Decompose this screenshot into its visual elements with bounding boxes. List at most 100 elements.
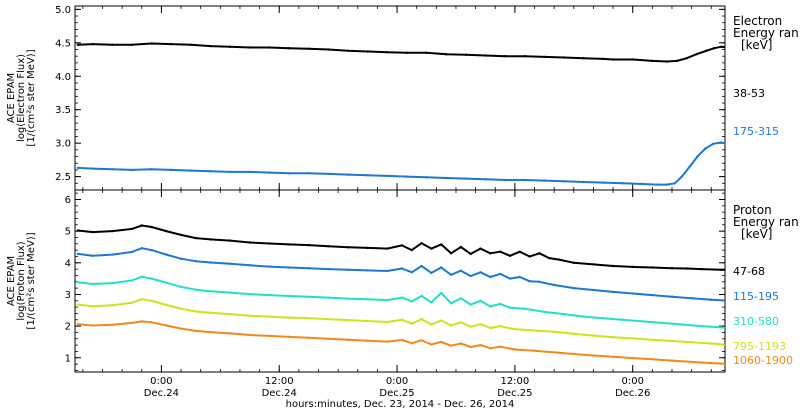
data-point bbox=[710, 342, 713, 345]
data-point bbox=[228, 45, 232, 48]
data-point bbox=[400, 318, 404, 321]
data-point bbox=[784, 51, 786, 53]
data-point bbox=[685, 57, 688, 60]
data-point bbox=[346, 49, 350, 52]
data-point bbox=[513, 328, 517, 331]
x-tick-label-date: Dec.24 bbox=[262, 388, 297, 399]
data-point bbox=[712, 142, 715, 145]
y-tick-label: 4 bbox=[65, 258, 71, 269]
data-point bbox=[789, 153, 791, 155]
data-point bbox=[704, 147, 707, 150]
data-point bbox=[366, 298, 369, 301]
series-line-38-53 bbox=[77, 42, 725, 63]
data-point bbox=[695, 53, 698, 56]
data-point bbox=[685, 267, 688, 270]
data-point bbox=[459, 245, 463, 249]
data-point bbox=[420, 294, 423, 298]
data-point bbox=[420, 317, 423, 321]
data-point bbox=[209, 44, 212, 48]
data-point bbox=[386, 298, 389, 302]
data-point bbox=[469, 345, 472, 349]
data-point bbox=[287, 243, 291, 246]
data-point bbox=[346, 338, 350, 341]
data-point bbox=[366, 339, 369, 342]
data-point bbox=[631, 356, 634, 360]
data-point bbox=[400, 296, 404, 299]
y-axis-title-line: ACE EPAM bbox=[6, 256, 17, 306]
data-point bbox=[592, 263, 595, 266]
data-point bbox=[680, 175, 683, 178]
data-point bbox=[327, 296, 330, 299]
data-point bbox=[386, 320, 389, 324]
proton-panel: 1234560:00Dec.2412:00Dec.240:00Dec.2512:… bbox=[6, 189, 799, 399]
y-axis-title-line: [1/(cm²s ster MeV)] bbox=[26, 49, 37, 146]
data-point bbox=[194, 288, 197, 291]
x-tick-label-date: Dec.25 bbox=[379, 388, 414, 399]
data-point bbox=[489, 305, 492, 308]
data-point bbox=[449, 252, 453, 255]
data-point bbox=[518, 250, 521, 253]
data-point bbox=[749, 149, 751, 151]
data-point bbox=[130, 168, 134, 172]
legend-title-line: Energy ran bbox=[733, 26, 799, 40]
data-point bbox=[150, 299, 153, 302]
data-point bbox=[150, 168, 153, 171]
data-point bbox=[111, 323, 114, 326]
data-point bbox=[543, 179, 546, 182]
data-point bbox=[287, 172, 291, 175]
data-point bbox=[690, 297, 693, 300]
data-point bbox=[469, 303, 472, 306]
time-axis-title: hours:minutes, Dec. 23, 2014 - Dec. 26, … bbox=[286, 399, 515, 410]
data-point bbox=[130, 250, 134, 254]
data-point bbox=[150, 321, 153, 324]
data-point bbox=[670, 339, 674, 343]
data-point bbox=[499, 302, 502, 306]
data-point bbox=[774, 50, 776, 52]
data-point bbox=[489, 326, 492, 330]
data-point bbox=[130, 43, 134, 46]
data-point bbox=[165, 253, 168, 256]
data-point bbox=[268, 315, 271, 318]
data-point bbox=[150, 225, 153, 229]
y-axis-title-line: log(Proton Flux) bbox=[16, 241, 27, 320]
data-point bbox=[140, 298, 143, 301]
data-point bbox=[386, 247, 389, 250]
data-point bbox=[557, 258, 561, 261]
data-point bbox=[228, 312, 232, 316]
data-point bbox=[150, 277, 153, 280]
data-point bbox=[91, 42, 94, 46]
data-point bbox=[366, 246, 369, 250]
plot-frame bbox=[74, 5, 726, 191]
data-point bbox=[680, 323, 683, 326]
data-point bbox=[410, 322, 413, 325]
data-point bbox=[553, 283, 556, 287]
data-point bbox=[425, 51, 428, 54]
y-tick-label: 1 bbox=[65, 353, 71, 364]
data-point bbox=[307, 317, 310, 320]
data-point bbox=[518, 275, 521, 279]
data-point bbox=[730, 46, 732, 48]
data-point bbox=[479, 323, 482, 326]
y-tick-label: 6 bbox=[65, 195, 71, 206]
data-point bbox=[538, 252, 541, 255]
data-point bbox=[170, 42, 173, 46]
x-tick-label-date: Dec.25 bbox=[497, 388, 532, 399]
data-point bbox=[464, 53, 467, 56]
data-point bbox=[553, 330, 556, 333]
data-point bbox=[165, 229, 168, 233]
data-point bbox=[228, 170, 232, 174]
data-point bbox=[130, 301, 134, 304]
x-tick-label-time: 0:00 bbox=[386, 376, 408, 387]
data-point bbox=[730, 143, 732, 145]
x-tick-label-time: 12:00 bbox=[265, 376, 294, 387]
data-point bbox=[430, 343, 433, 346]
data-point bbox=[631, 58, 634, 61]
data-point bbox=[779, 271, 781, 273]
data-point bbox=[479, 271, 482, 274]
data-point bbox=[327, 172, 330, 176]
data-point bbox=[719, 141, 723, 144]
data-point bbox=[248, 46, 251, 49]
data-point bbox=[459, 342, 463, 345]
data-point bbox=[459, 321, 463, 324]
data-point bbox=[449, 324, 453, 327]
